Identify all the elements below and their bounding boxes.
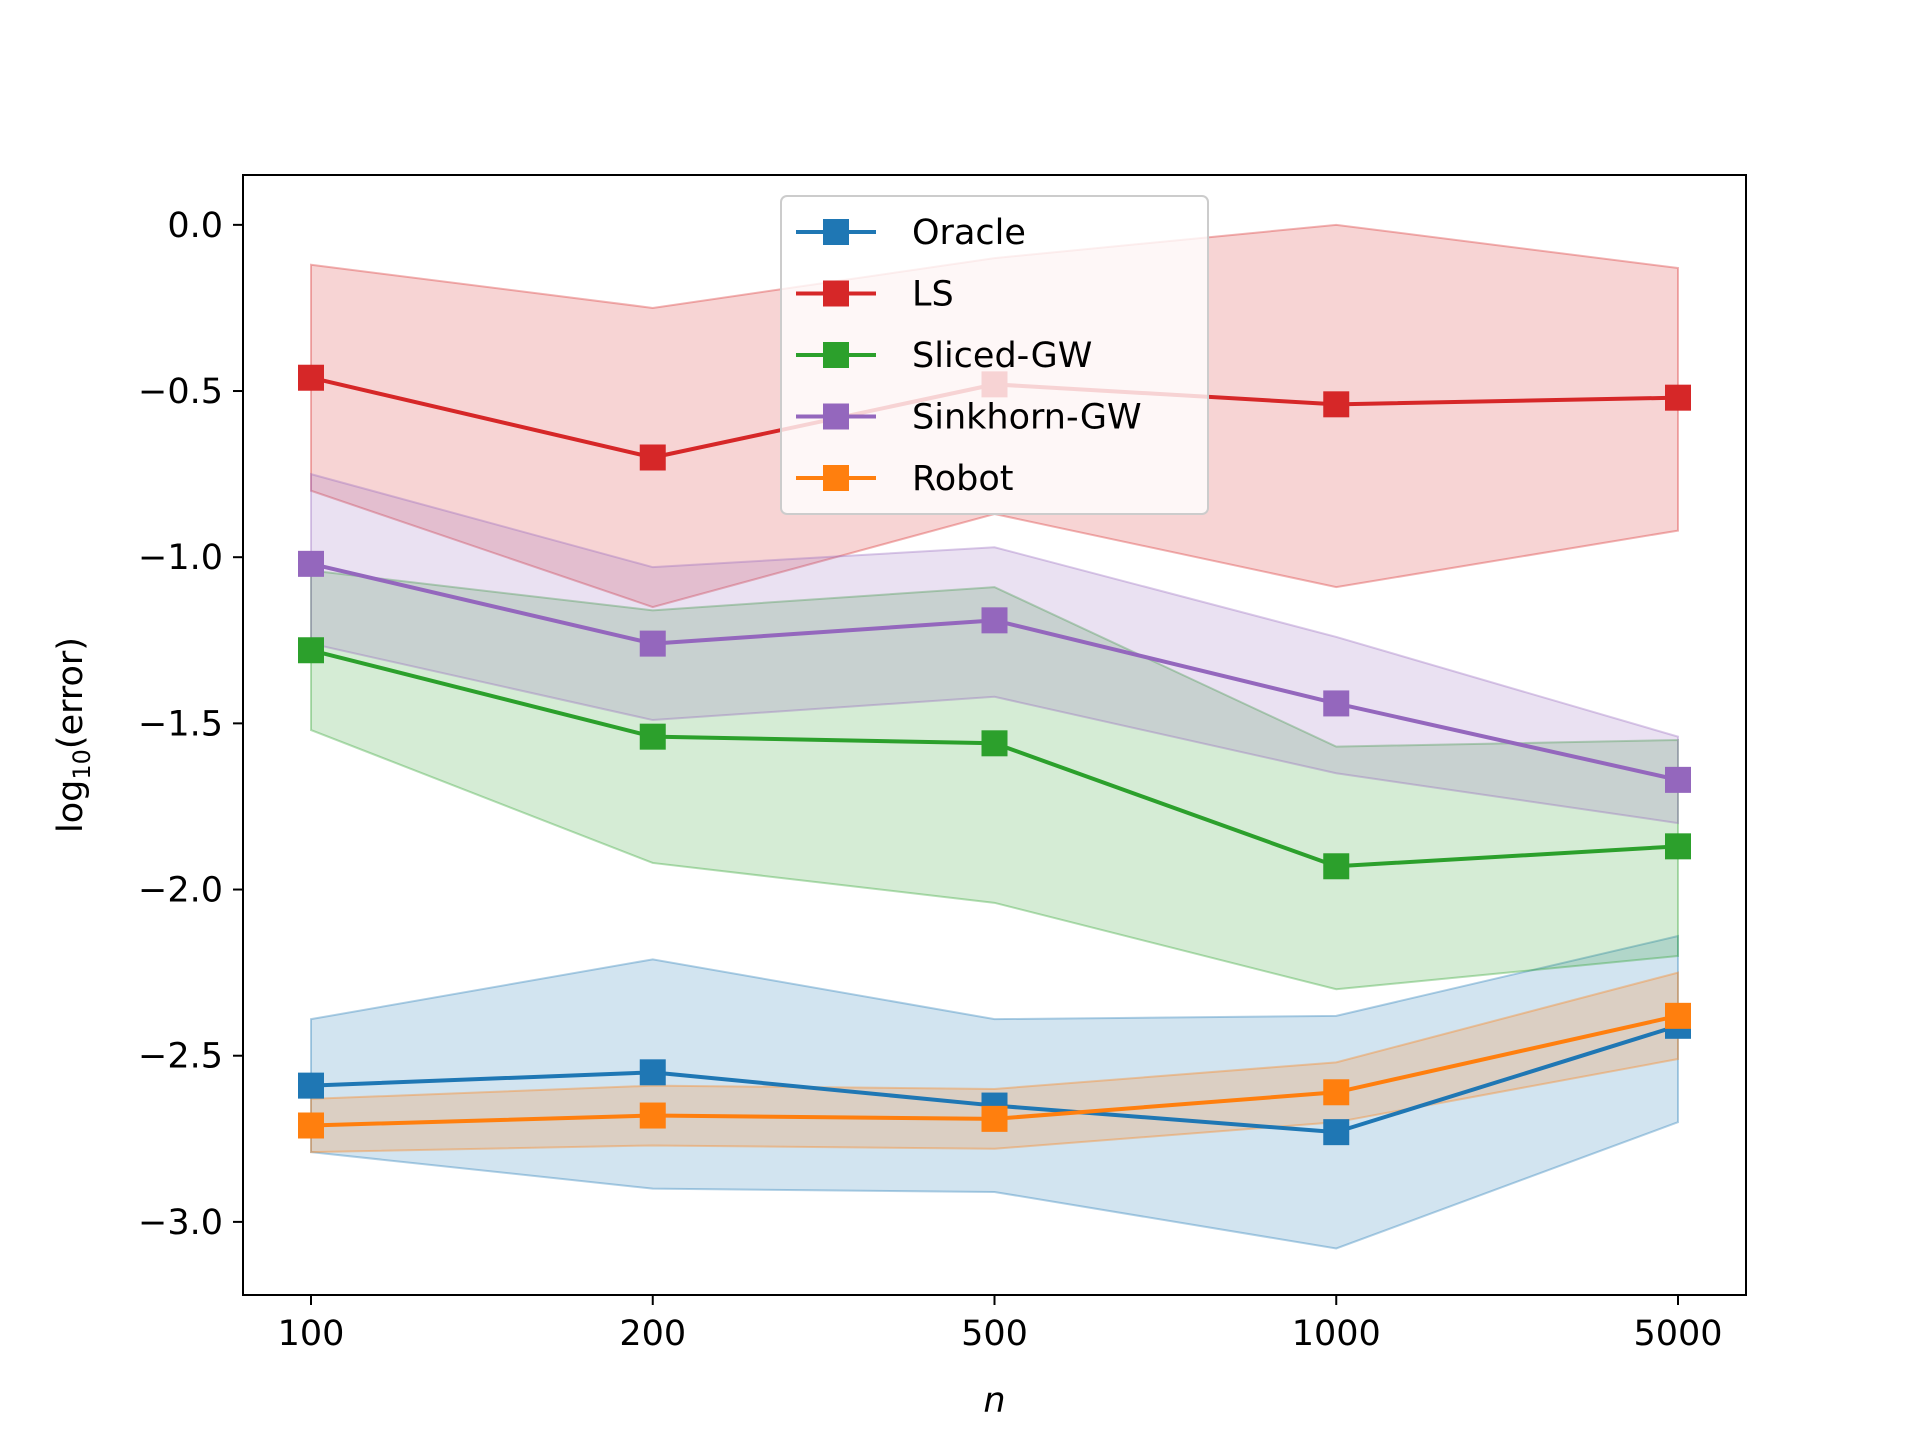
y-tick-label: −1.0 xyxy=(138,538,223,578)
legend-marker-robot xyxy=(823,465,849,491)
x-axis-ticks: 100 200 500 1000 5000 xyxy=(278,1295,1723,1354)
x-axis-title: n xyxy=(983,1381,1005,1421)
y-tick-label: −3.0 xyxy=(138,1203,223,1243)
oracle-marker xyxy=(1323,1119,1350,1146)
y-tick-label: −2.0 xyxy=(138,871,223,911)
y-axis-ticks: 0.0 −0.5 −1.0 −1.5 −2.0 −2.5 −3.0 xyxy=(138,206,243,1243)
legend-marker-sliced-gw xyxy=(823,342,849,368)
sinkhorn-gw-marker xyxy=(981,607,1008,634)
robot-marker xyxy=(1323,1079,1350,1106)
legend-label-sinkhorn-gw: Sinkhorn-GW xyxy=(912,398,1142,438)
y-axis-title-rest: (error) xyxy=(51,637,91,749)
robot-marker xyxy=(1665,1002,1691,1029)
y-tick-label: −0.5 xyxy=(138,372,223,412)
y-axis-title: log10(error) xyxy=(51,637,96,833)
legend-box xyxy=(780,195,1209,515)
sliced-gw-marker xyxy=(1665,833,1691,860)
robot-marker xyxy=(639,1102,666,1129)
sinkhorn-gw-band xyxy=(310,472,1679,825)
legend-label-oracle: Oracle xyxy=(912,213,1026,253)
sliced-gw-marker xyxy=(1323,853,1350,880)
y-tick-label: −2.5 xyxy=(138,1037,223,1077)
x-tick-label: 5000 xyxy=(1633,1314,1722,1354)
sinkhorn-gw-marker xyxy=(298,550,324,577)
sinkhorn-gw-marker xyxy=(1665,766,1691,793)
legend-label-robot: Robot xyxy=(912,459,1014,499)
oracle-marker xyxy=(298,1072,324,1099)
legend-marker-oracle xyxy=(823,219,849,245)
legend-label-sliced-gw: Sliced-GW xyxy=(912,336,1092,376)
y-axis-title-base: log xyxy=(51,780,91,833)
legend-marker-sinkhorn-gw xyxy=(823,403,849,430)
sinkhorn-gw-marker xyxy=(639,630,666,657)
ls-marker xyxy=(1323,391,1350,418)
robot-marker xyxy=(298,1112,324,1139)
legend-label-ls: LS xyxy=(912,275,954,315)
y-tick-label: −1.5 xyxy=(138,704,223,744)
ls-marker xyxy=(1665,384,1691,411)
sliced-gw-band xyxy=(310,569,1679,991)
y-axis-title-subscript: 10 xyxy=(68,749,96,780)
x-tick-label: 200 xyxy=(619,1314,686,1354)
oracle-band xyxy=(310,934,1679,1250)
sliced-gw-marker xyxy=(981,730,1008,757)
ls-marker xyxy=(639,444,666,471)
ls-marker xyxy=(298,364,324,391)
x-tick-label: 100 xyxy=(278,1314,345,1354)
x-tick-label: 1000 xyxy=(1292,1314,1381,1354)
sliced-gw-marker xyxy=(298,637,324,664)
y-tick-label: 0.0 xyxy=(167,206,223,246)
x-tick-label: 500 xyxy=(961,1314,1028,1354)
legend-marker-ls xyxy=(823,280,849,307)
sinkhorn-gw-marker xyxy=(1323,690,1350,717)
oracle-marker xyxy=(639,1059,666,1086)
sliced-gw-marker xyxy=(639,723,666,750)
robot-marker xyxy=(981,1105,1008,1132)
legend: Oracle LS Sliced-GW Sinkhorn-GW Robot xyxy=(780,195,1209,515)
